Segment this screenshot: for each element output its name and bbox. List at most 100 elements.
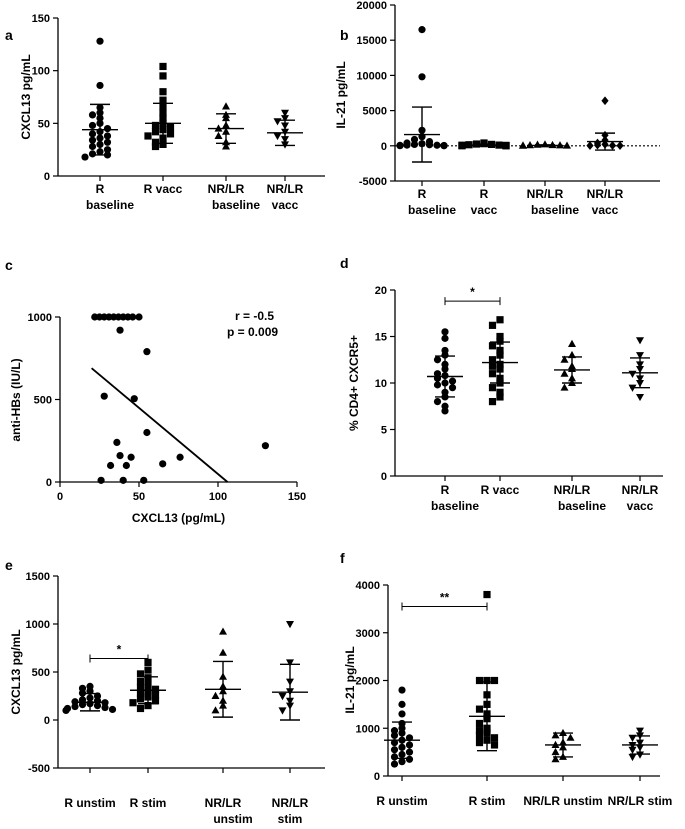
data-point [273,132,282,141]
group-1: R vacc [144,62,183,196]
y-tick-label: 3000 [356,628,380,640]
data-point [593,140,602,150]
chart-panel-c: c 0 500 1000 0 50 100 150 CXCL13 (pg/mL) anti-HBs… [5,257,306,525]
data-point [222,102,230,110]
x-category-label: unstim [213,812,252,826]
data-point [586,141,594,150]
x-category-label: R [418,187,427,201]
data-point [433,356,442,364]
group-3: NR/LR vacc [586,96,624,217]
panel-label: d [340,255,349,271]
y-tick-label: 2000 [356,676,380,688]
data-point [433,398,442,406]
x-category-label: R unstim [64,796,115,810]
group-0: R unstim [62,682,117,810]
y-tick-label: 5 [381,425,387,437]
data-point [159,88,167,96]
x-category-label: vacc [272,198,299,212]
data-point [129,699,137,707]
x-category-label: baseline [558,499,606,513]
data-point [616,141,624,151]
data-point [433,141,441,149]
data-point [490,741,499,749]
data-point [144,702,152,710]
data-point [488,370,497,378]
data-point [441,328,449,336]
y-tick-label: 100 [32,66,50,78]
data-point [166,123,175,132]
x-category-label: R unstim [376,794,427,808]
data-point [458,142,466,150]
data-point [219,627,227,635]
x-category-label: NR/LR [587,187,624,201]
y-tick-label: 50 [38,118,50,130]
correlation-r: r = -0.5 [235,309,274,323]
data-point [122,461,130,470]
data-point [93,702,102,710]
data-point [103,132,112,140]
data-point [106,461,115,470]
x-category-label: NR/LR unstim [523,794,602,808]
data-point [628,753,637,762]
data-point [398,700,406,708]
x-category-label: vacc [471,203,498,217]
scatter-points [91,313,269,484]
data-point [398,686,406,694]
data-point [286,621,294,629]
y-tick-label: 0 [381,471,387,483]
data-point [488,342,497,350]
x-category-label: NR/LR [622,483,659,497]
y-tick-label: 0 [381,141,387,153]
data-point [151,128,160,136]
y-tick-label: 10 [375,378,387,390]
data-point [71,702,79,711]
data-point [88,142,97,151]
data-point [405,748,414,756]
group-0: R unstim [376,686,428,808]
data-point [636,393,644,402]
data-point [601,96,609,106]
x-tick-label: 150 [288,491,306,503]
y-tick-label: 20 [375,285,387,297]
y-tick-label: 1000 [28,312,52,324]
data-point [475,719,484,728]
data-point [136,704,145,713]
data-point [278,707,287,715]
data-point [566,733,575,741]
data-point [551,747,560,756]
x-category-label: baseline [86,198,134,212]
x-category-label: stim [278,812,303,826]
data-point [410,140,419,148]
y-tick-label: 0 [46,477,52,489]
group-1: R vacc [481,316,520,497]
data-point [628,746,637,754]
data-point [448,377,457,385]
y-tick-label: 500 [34,395,52,407]
x-category-label: vacc [592,203,619,217]
panel-label: b [340,27,349,43]
data-point [151,691,160,699]
data-point [103,146,112,154]
x-category-label: R vacc [481,483,520,497]
y-tick-label: 10000 [356,70,387,82]
data-point [143,428,151,437]
data-point [405,741,414,749]
y-tick-label: 150 [32,13,50,25]
x-category-label: NR/LR [205,796,242,810]
data-point [144,132,152,140]
data-point [159,140,167,148]
data-point [490,676,499,685]
y-tick-label: -500 [28,763,50,775]
x-category-label: baseline [408,203,456,217]
data-point [88,136,97,144]
data-point [273,118,282,126]
data-point [475,705,484,713]
data-point [418,26,426,34]
x-category-label: R stim [130,796,167,810]
group-2: NR/LR unstim [523,728,603,808]
regression-line [91,367,229,483]
x-tick-label: 0 [57,491,63,503]
data-point [151,138,160,146]
